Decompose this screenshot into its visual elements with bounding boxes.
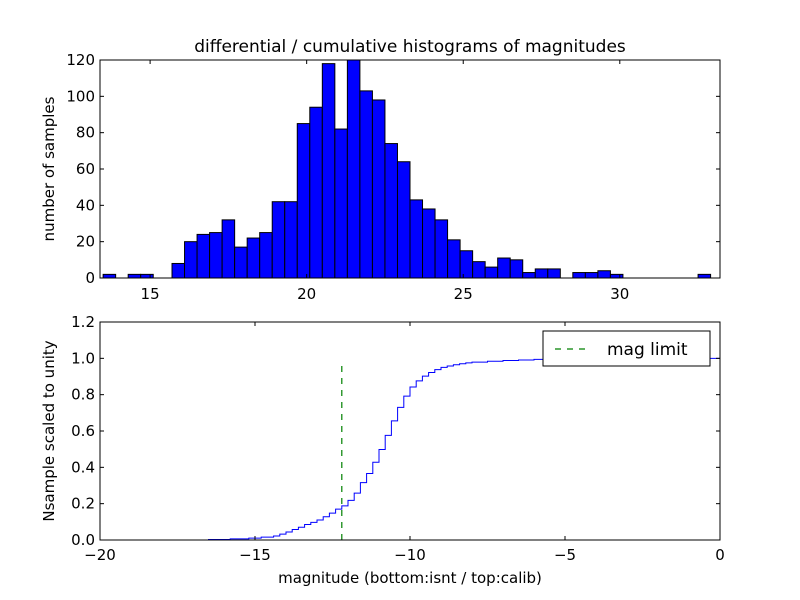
histogram-bar-5 [196,233,211,279]
histogram-bar-21 [396,161,411,279]
histogram-bar-20 [384,143,398,279]
legend: mag limit [542,330,711,367]
top-x-tick-label: 30 [610,285,629,303]
histogram-bar-16 [334,128,348,279]
top-x-tick-label: 25 [454,285,473,303]
histogram-bar-25 [447,239,461,279]
histogram-bar-10 [259,232,273,279]
top-x-tick-label: 20 [297,285,316,303]
bottom-x-tick-label: −20 [84,546,116,564]
histogram-bar-0 [102,273,117,279]
top-y-tick-label: 40 [76,196,95,214]
bottom-plot-frame [99,321,721,541]
histogram-bar-27 [472,261,486,279]
histogram-bar-7 [221,219,236,279]
top-y-tick-label: 100 [66,87,95,105]
top-y-axis-label: number of samples [40,96,58,241]
bottom-x-axis-label: magnitude (bottom:isnt / top:calib) [278,569,542,587]
top-plot-frame [99,59,721,279]
bottom-y-tick-label: 1.2 [71,313,95,331]
bottom-x-tick-label: 0 [715,546,725,564]
bottom-y-tick-label: 1.0 [71,349,95,367]
top-x-tick-label: 15 [141,285,160,303]
histogram-bar-31 [522,272,536,279]
histogram-bar-9 [246,237,261,279]
histogram-bar-29 [497,257,511,279]
top-y-tick-label: 80 [76,124,95,142]
bottom-y-tick-label: 0.6 [71,422,95,440]
histogram-bar-12 [284,201,298,279]
histogram-bar-36 [597,270,611,279]
histogram-bar-34 [572,272,586,279]
histogram-bar-3 [171,262,186,279]
histogram-bar-13 [296,123,311,279]
bottom-x-tick-label: −10 [394,546,426,564]
bottom-y-tick-label: 0.8 [71,386,95,404]
histogram-bar-35 [584,272,599,279]
top-y-tick-label: 60 [76,160,95,178]
bottom-x-tick-label: −5 [554,546,576,564]
histogram-bar-11 [271,201,286,279]
histogram-bar-38 [697,273,712,279]
histogram-bar-1 [127,273,142,279]
top-histogram-bars [102,59,712,279]
top-y-tick-label: 20 [76,233,95,251]
histogram-bar-15 [321,63,336,279]
bottom-y-tick-label: 0.2 [71,495,95,513]
histogram-bar-33 [547,268,561,279]
histogram-bar-30 [509,259,524,279]
histogram-bar-26 [459,250,474,279]
top-chart-title: differential / cumulative histograms of … [194,37,626,57]
histogram-bar-19 [371,99,386,279]
histogram-bar-17 [346,59,361,279]
bottom-y-tick-label: 0.4 [71,458,95,476]
legend-box [542,330,711,367]
histogram-bar-8 [234,246,248,279]
legend-mag-limit-label: mag limit [607,340,688,360]
top-y-tick-label: 120 [66,51,95,69]
histogram-bar-28 [484,266,499,279]
top-histogram-panel: differential / cumulative histograms of … [40,37,721,303]
histogram-bar-24 [434,219,449,279]
bottom-plot-lines [100,357,721,541]
cumulative-step-line [100,357,721,541]
histogram-bar-18 [359,90,373,279]
bottom-cumulative-panel: −20 −15 −10 −5 0 0.0 0.2 0.4 0.6 0.8 1.0 1.2 Nsampl… [40,313,725,587]
bottom-y-tick-label: 0.0 [71,531,95,549]
histogram-bar-37 [609,273,624,279]
bottom-x-tick-label: −15 [239,546,271,564]
histogram-bar-4 [184,241,198,279]
top-y-tick-label: 0 [85,269,95,287]
histogram-bar-14 [309,106,323,279]
histogram-bar-22 [409,199,424,279]
bottom-y-axis-label: Nsample scaled to unity [40,340,58,521]
histogram-bar-2 [140,273,154,279]
bottom-axis-ticks: −20 −15 −10 −5 0 0.0 0.2 0.4 0.6 0.8 1.0 1.2 [71,313,725,564]
histogram-bar-23 [422,208,436,279]
histogram-bar-6 [209,232,223,279]
histogram-bar-32 [534,268,549,279]
top-axis-ticks: 15 20 25 30 0 20 40 60 80 100 120 [66,51,720,303]
